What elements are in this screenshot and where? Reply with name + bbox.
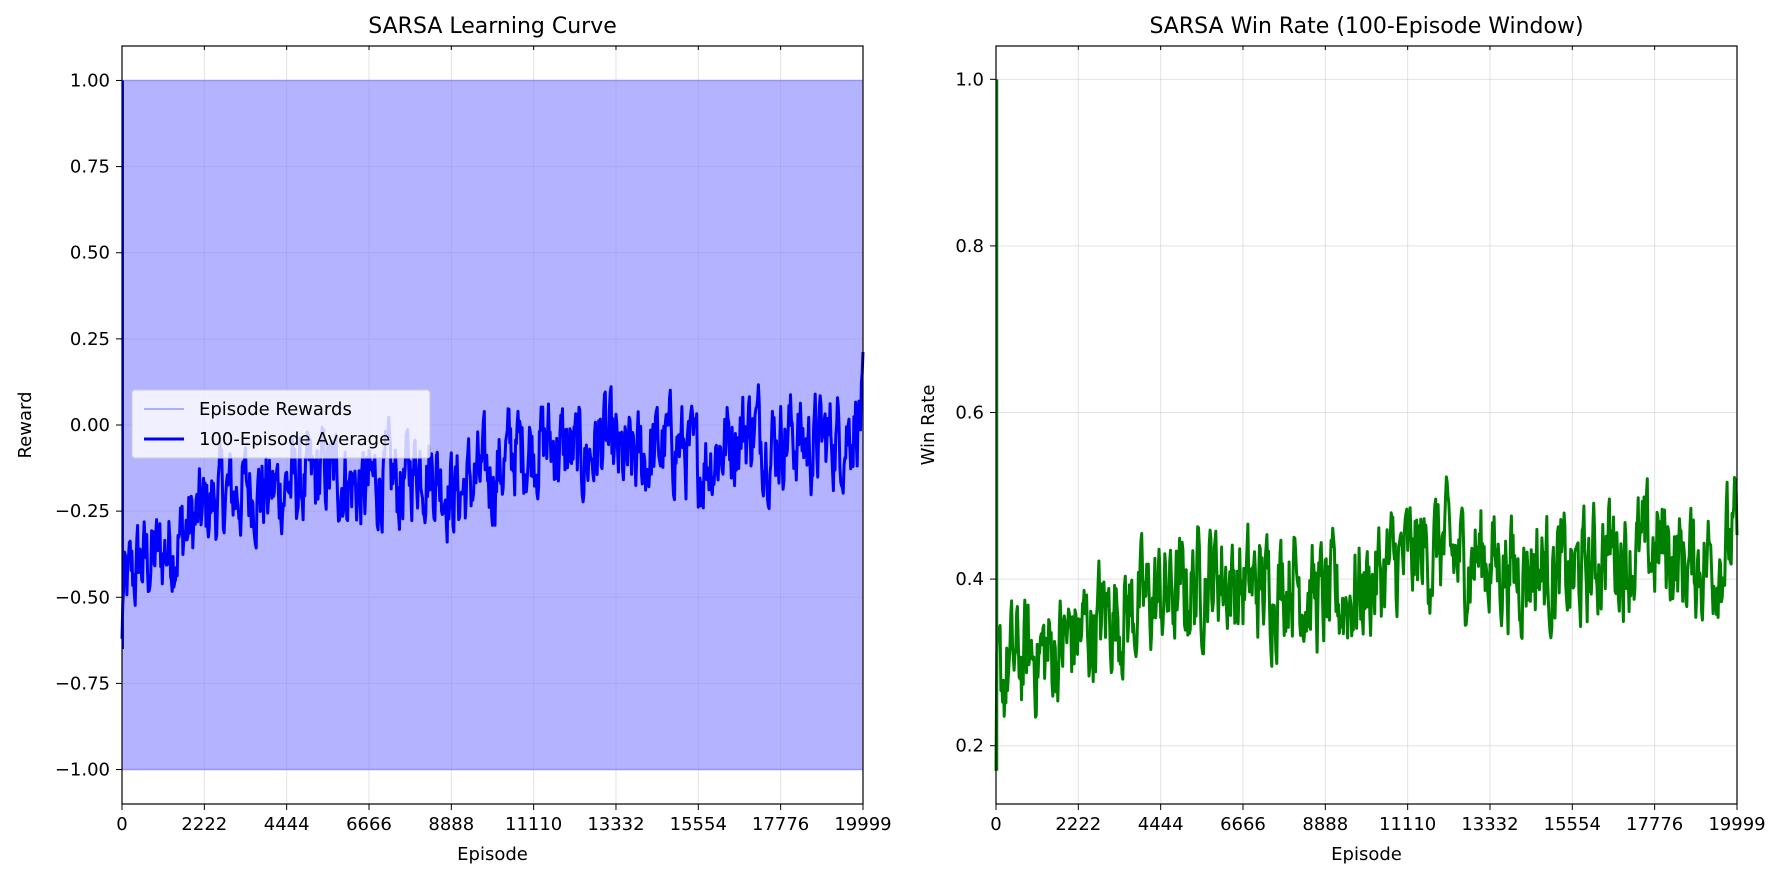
x-tick-label: 15554 <box>1544 814 1601 835</box>
x-tick-label: 6666 <box>1220 814 1266 835</box>
y-tick-label: 0.2 <box>955 736 984 757</box>
y-tick-label: −0.75 <box>55 673 110 694</box>
win-rate-y-axis-label: Win Rate <box>918 385 939 466</box>
learning-curve-title: SARSA Learning Curve <box>368 14 617 39</box>
learning-curve-y-axis-label: Reward <box>15 391 36 458</box>
x-tick-label: 19999 <box>834 814 891 835</box>
x-tick-label: 17776 <box>752 814 809 835</box>
win-rate-x-axis-label: Episode <box>1331 844 1402 865</box>
win-rate-series-layer <box>994 79 1739 771</box>
learning-curve-x-axis-label: Episode <box>457 844 528 865</box>
x-tick-label: 19999 <box>1708 814 1765 835</box>
win-rate-x-ticks: 0 2222 4444 6666 8888 11110 13332 15554 17776 199… <box>990 46 1766 835</box>
x-tick-label: 13332 <box>587 814 644 835</box>
y-tick-label: 1.0 <box>955 69 984 90</box>
y-tick-label: −1.00 <box>55 760 110 781</box>
x-tick-label: 0 <box>116 814 127 835</box>
x-tick-label: 11110 <box>505 814 562 835</box>
x-tick-label: 4444 <box>264 814 310 835</box>
x-tick-label: 8888 <box>1302 814 1348 835</box>
x-tick-label: 6666 <box>346 814 392 835</box>
x-tick-label: 11110 <box>1379 814 1436 835</box>
y-tick-label: 0.4 <box>955 569 984 590</box>
y-tick-label: 0.50 <box>70 243 110 264</box>
y-tick-label: 0.8 <box>955 236 984 257</box>
learning-curve-chart: 0 2222 4444 6666 8888 11110 13332 15554 17776 199… <box>15 14 892 865</box>
y-tick-label: 0.75 <box>70 157 110 178</box>
win-rate-title: SARSA Win Rate (100-Episode Window) <box>1149 14 1583 39</box>
y-tick-label: 1.00 <box>70 70 110 91</box>
x-tick-label: 2222 <box>1055 814 1101 835</box>
learning-curve-x-ticks: 0 2222 4444 6666 8888 11110 13332 15554 17776 199… <box>116 46 892 835</box>
y-tick-label: −0.25 <box>55 501 110 522</box>
x-tick-label: 8888 <box>428 814 474 835</box>
learning-curve-y-ticks: −1.00 −0.75 −0.50 −0.25 0.00 0.25 0.50 0.75 1.00 <box>55 70 122 781</box>
win-rate-chart: 0 2222 4444 6666 8888 11110 13332 15554 17776 199… <box>918 14 1766 865</box>
x-tick-label: 15554 <box>670 814 727 835</box>
y-tick-label: 0.25 <box>70 329 110 350</box>
y-tick-label: 0.6 <box>955 403 984 424</box>
win-rate-y-ticks: 0.2 0.4 0.6 0.8 1.0 <box>955 69 996 757</box>
legend-box <box>131 389 431 459</box>
y-tick-label: −0.50 <box>55 587 110 608</box>
win-rate-axes-frame <box>995 45 1738 805</box>
learning-curve-legend: Episode Rewards 100-Episode Average <box>131 389 431 459</box>
x-tick-label: 2222 <box>181 814 227 835</box>
y-tick-label: 0.00 <box>70 415 110 436</box>
win-rate-line <box>994 475 1739 771</box>
legend-average-label: 100-Episode Average <box>199 429 390 450</box>
x-tick-label: 0 <box>990 814 1001 835</box>
x-tick-label: 13332 <box>1461 814 1518 835</box>
x-tick-label: 4444 <box>1138 814 1184 835</box>
x-tick-label: 17776 <box>1626 814 1683 835</box>
legend-episode-rewards-label: Episode Rewards <box>199 399 352 420</box>
